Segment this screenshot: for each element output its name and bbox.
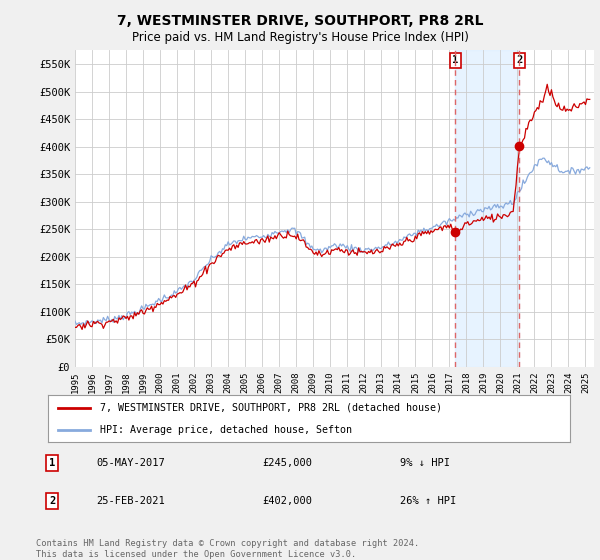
Text: Price paid vs. HM Land Registry's House Price Index (HPI): Price paid vs. HM Land Registry's House … xyxy=(131,31,469,44)
Text: Contains HM Land Registry data © Crown copyright and database right 2024.
This d: Contains HM Land Registry data © Crown c… xyxy=(36,539,419,559)
Text: £402,000: £402,000 xyxy=(262,496,312,506)
Bar xyxy=(455,50,520,367)
Text: 05-MAY-2017: 05-MAY-2017 xyxy=(96,458,165,468)
Text: 25-FEB-2021: 25-FEB-2021 xyxy=(96,496,165,506)
Text: 1: 1 xyxy=(452,55,458,65)
Text: 9% ↓ HPI: 9% ↓ HPI xyxy=(400,458,450,468)
Text: 7, WESTMINSTER DRIVE, SOUTHPORT, PR8 2RL: 7, WESTMINSTER DRIVE, SOUTHPORT, PR8 2RL xyxy=(117,14,483,28)
Text: 2: 2 xyxy=(517,55,523,65)
Text: £245,000: £245,000 xyxy=(262,458,312,468)
Text: 26% ↑ HPI: 26% ↑ HPI xyxy=(400,496,456,506)
Text: 7, WESTMINSTER DRIVE, SOUTHPORT, PR8 2RL (detached house): 7, WESTMINSTER DRIVE, SOUTHPORT, PR8 2RL… xyxy=(100,403,442,413)
Text: 2: 2 xyxy=(49,496,55,506)
Text: HPI: Average price, detached house, Sefton: HPI: Average price, detached house, Seft… xyxy=(100,424,352,435)
Text: 1: 1 xyxy=(49,458,55,468)
